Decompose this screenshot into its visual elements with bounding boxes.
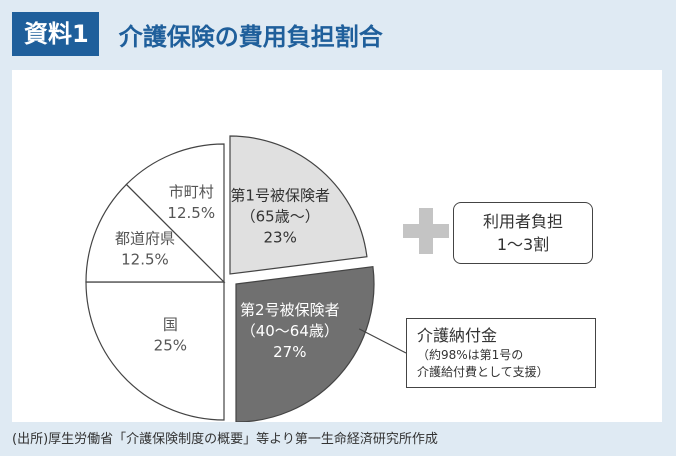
slice-value-3: 12.5% [121,250,169,268]
slice-value-4: 12.5% [167,204,215,222]
slice-sublabel-1: （40～64歳） [241,322,339,340]
care-contribution-callout: 介護納付金 （約98%は第1号の 介護給付費として支援） [406,318,596,388]
slice-sublabel-0: （65歳～） [241,208,320,226]
callout-note-line2: 介護給付費として支援） [417,365,549,379]
callout-note-line1: （約98%は第1号の [417,348,524,362]
callout-title: 介護納付金 [417,326,498,345]
section-badge: 資料1 [12,12,99,56]
user-burden-ratio: 1～3割 [496,235,550,254]
source-note: (出所)厚生労働省「介護保険制度の概要」等より第一生命経済研究所作成 [12,432,438,447]
slice-value-0: 23% [264,229,297,247]
slice-label-3: 都道府県 [115,229,175,247]
pie-slice-0 [229,135,368,275]
slice-label-2: 国 [163,316,178,334]
callout-leader-line [358,328,407,354]
pie-slice-1 [235,266,375,422]
pie-slice-3 [85,183,226,283]
pie-slice-2 [85,281,225,421]
slice-value-2: 25% [154,337,187,355]
header: 資料1 介護保険の費用負担割合 [12,12,383,56]
plus-icon [403,208,449,254]
pie-chart: 第1号被保険者 （65歳～） 23% 第2号被保険者 （40～64歳） 27% 国 25% 都道… [85,135,407,422]
user-burden-label: 利用者負担 [482,212,563,231]
chart-panel: 第1号被保険者 （65歳～） 23% 第2号被保険者 （40～64歳） 27% 国 25% 都道… [12,70,662,422]
page-title: 介護保険の費用負担割合 [118,22,383,51]
slice-value-1: 27% [273,343,306,361]
slice-label-4: 市町村 [169,183,214,201]
pie-slice-4 [125,143,225,284]
slice-label-1: 第2号被保険者 [240,301,340,319]
user-burden-box: 利用者負担 1～3割 [453,202,593,264]
slice-label-0: 第1号被保険者 [230,187,330,205]
